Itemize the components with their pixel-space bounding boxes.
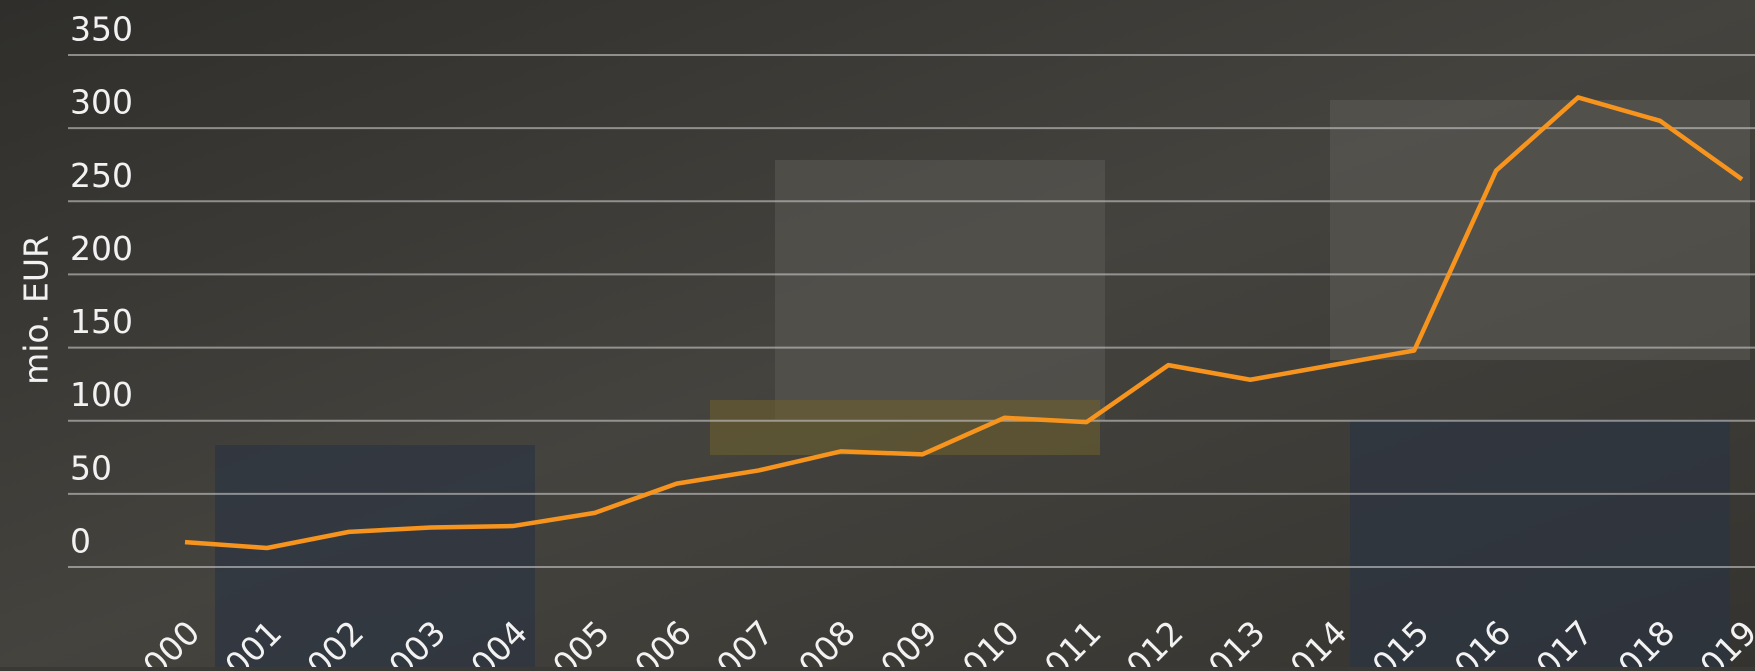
y-tick-label: 200 xyxy=(70,229,133,268)
y-tick-label: 50 xyxy=(70,448,112,487)
bg-dolly xyxy=(710,400,1100,455)
y-axis-label: mio. EUR xyxy=(17,235,56,385)
y-tick-label: 0 xyxy=(70,522,91,561)
y-tick-label: 300 xyxy=(70,83,133,122)
bg-cart xyxy=(1350,420,1730,667)
y-tick-label: 150 xyxy=(70,302,133,341)
y-tick-label: 250 xyxy=(70,156,133,195)
bg-cart xyxy=(215,445,535,667)
bg-vehicle xyxy=(1330,100,1750,360)
y-tick-label: 350 xyxy=(70,10,133,49)
y-tick-label: 100 xyxy=(70,375,133,414)
bg-container xyxy=(775,160,1105,420)
line xyxy=(184,95,1744,551)
